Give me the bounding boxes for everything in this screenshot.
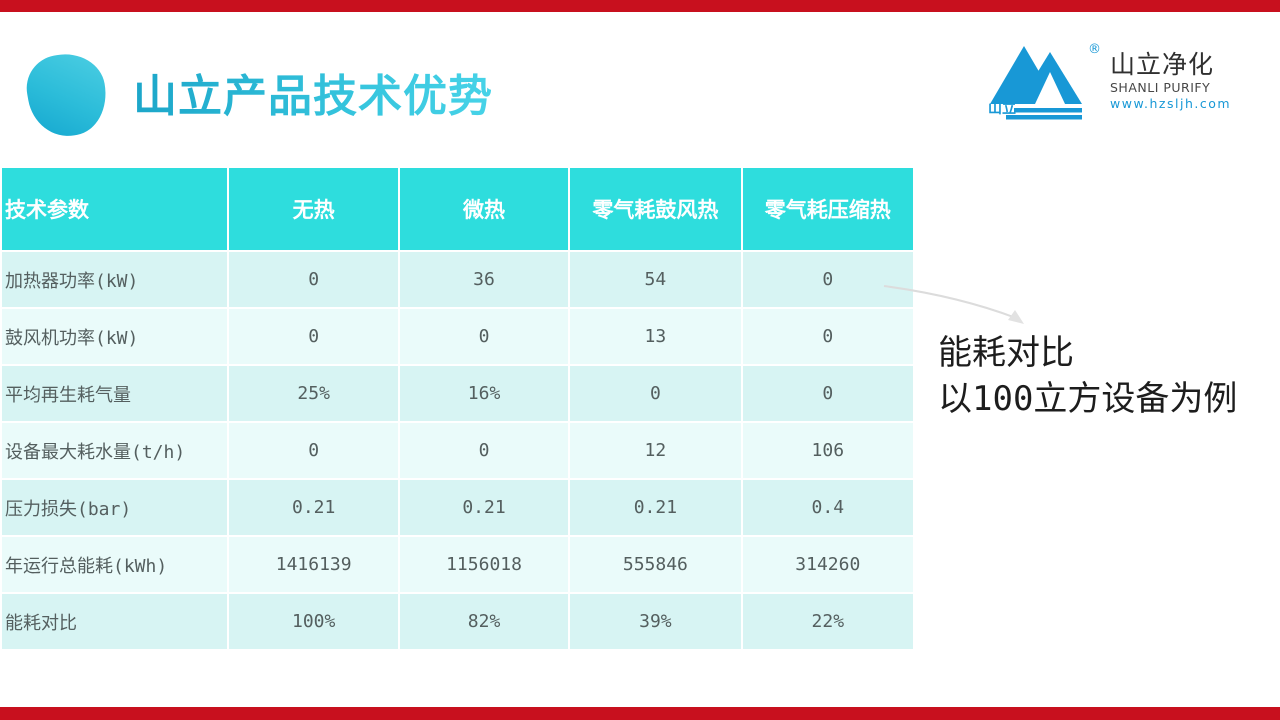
cell-value: 0 <box>570 366 741 421</box>
page-title: 山立产品技术优势 <box>133 60 493 124</box>
cell-value: 54 <box>570 252 741 307</box>
logo-name-cn: 山立净化 <box>1110 50 1215 79</box>
row-label: 能耗对比 <box>2 594 228 649</box>
annotation-line1: 能耗对比 <box>938 333 1074 373</box>
cell-value: 555846 <box>570 537 741 592</box>
cell-value: 0 <box>742 309 913 364</box>
row-label: 设备最大耗水量(t/h) <box>2 423 228 478</box>
cell-value: 25% <box>229 366 398 421</box>
callout-arrow-icon <box>883 285 1024 324</box>
cell-value: 0 <box>742 366 913 421</box>
logo-name-en: SHANLI PURIFY <box>1110 80 1211 95</box>
logo-website: www.hzsljh.com <box>1110 96 1232 111</box>
cell-value: 1416139 <box>229 537 398 592</box>
table-header-row: 技术参数 无热 微热 零气耗鼓风热 零气耗压缩热 <box>2 168 913 250</box>
cell-value: 0.4 <box>742 480 913 535</box>
table-row: 压力损失(bar) 0.21 0.21 0.21 0.4 <box>2 480 913 535</box>
cell-value: 0.21 <box>570 480 741 535</box>
logo-shanli-text: 山立 <box>988 101 1016 117</box>
cell-value: 13 <box>570 309 741 364</box>
table-row: 能耗对比 100% 82% 39% 22% <box>2 594 913 649</box>
table-row: 年运行总能耗(kWh) 1416139 1156018 555846 31426… <box>2 537 913 592</box>
cell-value: 0 <box>229 252 398 307</box>
cell-value: 39% <box>570 594 741 649</box>
row-label: 鼓风机功率(kW) <box>2 309 228 364</box>
col-header-blower-heat: 零气耗鼓风热 <box>570 168 741 250</box>
cell-value: 0.21 <box>399 480 569 535</box>
annotation-line2: 以100立方设备为例 <box>938 379 1238 419</box>
cell-value: 0 <box>742 252 913 307</box>
blob-decoration <box>21 47 113 143</box>
cell-value: 22% <box>742 594 913 649</box>
cell-value: 0 <box>229 423 398 478</box>
cell-value: 0 <box>399 423 569 478</box>
tech-parameters-table: 技术参数 无热 微热 零气耗鼓风热 零气耗压缩热 加热器功率(kW) 0 36 … <box>0 166 915 651</box>
col-header-heatless: 无热 <box>229 168 398 250</box>
col-header-parameter: 技术参数 <box>2 168 228 250</box>
cell-value: 36 <box>399 252 569 307</box>
table-row: 加热器功率(kW) 0 36 54 0 <box>2 252 913 307</box>
cell-value: 100% <box>229 594 398 649</box>
top-accent-bar <box>0 0 1280 12</box>
mountain-icon <box>990 46 1082 120</box>
logo-text-block: 山立净化 SHANLI PURIFY www.hzsljh.com <box>1110 50 1230 112</box>
table-row: 平均再生耗气量 25% 16% 0 0 <box>2 366 913 421</box>
col-header-microheat: 微热 <box>399 168 569 250</box>
table-row: 设备最大耗水量(t/h) 0 0 12 106 <box>2 423 913 478</box>
cell-value: 16% <box>399 366 569 421</box>
cell-value: 0 <box>229 309 398 364</box>
cell-value: 12 <box>570 423 741 478</box>
registered-mark: ® <box>1088 42 1101 57</box>
row-label: 平均再生耗气量 <box>2 366 228 421</box>
col-header-compression-heat: 零气耗压缩热 <box>742 168 913 250</box>
table-row: 鼓风机功率(kW) 0 0 13 0 <box>2 309 913 364</box>
cell-value: 0 <box>399 309 569 364</box>
row-label: 年运行总能耗(kWh) <box>2 537 228 592</box>
bottom-accent-bar <box>0 707 1280 720</box>
cell-value: 106 <box>742 423 913 478</box>
row-label: 加热器功率(kW) <box>2 252 228 307</box>
cell-value: 0.21 <box>229 480 398 535</box>
annotation-text: 能耗对比 以100立方设备为例 <box>938 330 1237 422</box>
cell-value: 314260 <box>742 537 913 592</box>
company-logo: ® 山立 山立净化 SHANLI PURIFY www.hzsljh.com <box>988 40 1230 132</box>
row-label: 压力损失(bar) <box>2 480 228 535</box>
cell-value: 82% <box>399 594 569 649</box>
cell-value: 1156018 <box>399 537 569 592</box>
